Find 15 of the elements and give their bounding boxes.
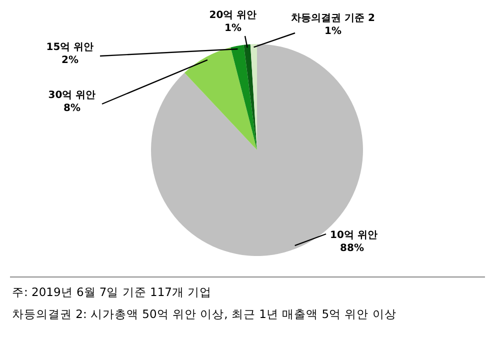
data-label: 1% bbox=[324, 26, 342, 37]
data-label: 88% bbox=[340, 243, 364, 254]
pie-slice bbox=[230, 44, 257, 150]
pie-slice bbox=[244, 44, 257, 150]
slice-label: 20억 위안 bbox=[209, 10, 257, 21]
slice-label: 10억 위안 bbox=[330, 230, 378, 241]
data-label: 2% bbox=[62, 55, 78, 66]
pie-slice bbox=[184, 47, 257, 150]
text: 주: 2019년 6월 7일 기준 117개 기업 bbox=[12, 285, 212, 299]
slice-label: 30억 위안 bbox=[48, 90, 96, 101]
text: 차등의결권 2: 시가총액 50억 위안 이상, 최근 1년 매출액 5억 위안 이상 bbox=[12, 307, 396, 321]
slice-label: 차등의결권 기준 2 bbox=[291, 13, 375, 24]
data-label: 1% bbox=[224, 23, 242, 34]
slice-label: 15억 위안 bbox=[46, 42, 94, 53]
data-label: 8% bbox=[64, 103, 80, 114]
